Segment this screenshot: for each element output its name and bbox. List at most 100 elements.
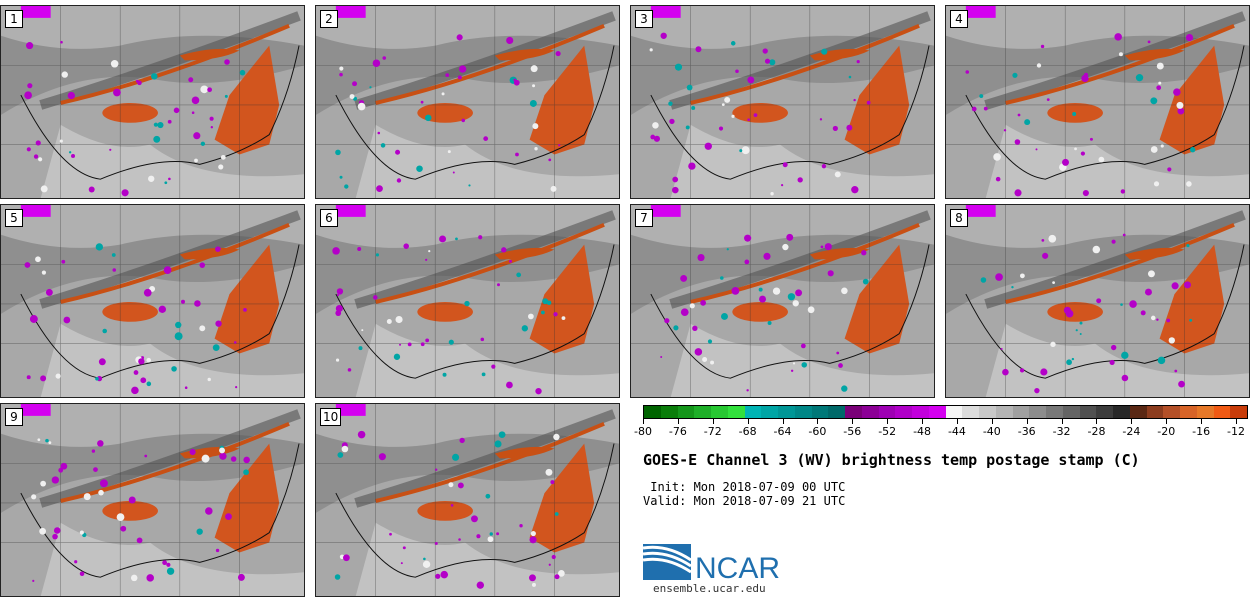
colorbar-segment bbox=[845, 406, 862, 418]
convection-blob bbox=[239, 69, 246, 76]
convection-blob bbox=[452, 171, 455, 174]
convection-blob bbox=[1114, 33, 1122, 41]
convection-blob bbox=[32, 579, 35, 582]
convection-blob bbox=[501, 247, 507, 253]
colorbar-segment bbox=[912, 406, 929, 418]
convection-blob bbox=[731, 287, 740, 295]
colorbar-segment bbox=[711, 406, 728, 418]
convection-blob bbox=[140, 377, 147, 384]
convection-blob bbox=[347, 368, 352, 372]
convection-blob bbox=[61, 71, 68, 78]
convection-blob bbox=[965, 70, 970, 74]
convection-blob bbox=[491, 364, 496, 369]
convection-blob bbox=[494, 440, 502, 448]
convection-blob bbox=[425, 258, 428, 261]
convection-blob bbox=[164, 181, 168, 185]
convection-blob bbox=[770, 192, 774, 196]
logo-url: ensemble.ucar.edu bbox=[653, 582, 766, 595]
convection-blob bbox=[40, 185, 48, 193]
convection-blob bbox=[1122, 233, 1126, 237]
convection-blob bbox=[730, 41, 736, 46]
convection-blob bbox=[548, 563, 551, 566]
convection-blob bbox=[1040, 44, 1045, 49]
convection-blob bbox=[1160, 144, 1164, 148]
convection-blob bbox=[60, 462, 68, 470]
convection-blob bbox=[767, 320, 772, 325]
colorbar-tick bbox=[1201, 419, 1203, 424]
convection-blob bbox=[219, 452, 227, 460]
convection-blob bbox=[1080, 151, 1085, 156]
convection-blob bbox=[697, 253, 705, 262]
convection-blob bbox=[339, 175, 343, 179]
convection-blob bbox=[1040, 368, 1048, 376]
convection-blob bbox=[534, 147, 538, 151]
convection-blob bbox=[39, 527, 47, 535]
convection-blob bbox=[218, 164, 224, 170]
convection-blob bbox=[735, 69, 739, 74]
colorbar-segment bbox=[878, 406, 896, 418]
logo-text: NCAR bbox=[695, 552, 780, 582]
convection-blob bbox=[550, 185, 557, 192]
colorbar-tick bbox=[1166, 419, 1168, 424]
colorbar-segment bbox=[744, 406, 762, 418]
panel-label: 4 bbox=[950, 10, 968, 28]
convection-blob bbox=[457, 482, 464, 489]
convection-blob bbox=[531, 582, 536, 587]
convection-blob bbox=[200, 141, 206, 146]
convection-blob bbox=[448, 339, 454, 345]
convection-blob bbox=[513, 79, 520, 86]
convection-blob bbox=[1184, 281, 1191, 289]
convection-blob bbox=[759, 295, 767, 303]
colorbar-segment bbox=[1180, 406, 1197, 418]
map-panel: 2 bbox=[315, 5, 620, 199]
convection-blob bbox=[191, 111, 195, 114]
colorbar-tick bbox=[852, 419, 854, 424]
convection-blob bbox=[442, 372, 447, 377]
convection-blob bbox=[554, 512, 559, 516]
convection-blob bbox=[447, 150, 451, 154]
colorbar-tick-label: -32 bbox=[1052, 425, 1071, 438]
colorbar-tick bbox=[956, 419, 958, 424]
convection-blob bbox=[1048, 234, 1057, 243]
convection-blob bbox=[219, 447, 226, 454]
convection-blob bbox=[718, 126, 724, 131]
convection-blob bbox=[191, 96, 200, 105]
convection-blob bbox=[680, 274, 688, 282]
convection-blob bbox=[395, 315, 403, 324]
convection-blob bbox=[772, 287, 781, 295]
convection-blob bbox=[498, 431, 506, 439]
convection-blob bbox=[532, 123, 539, 130]
convection-blob bbox=[120, 525, 127, 532]
convection-blob bbox=[762, 48, 768, 54]
convection-blob bbox=[753, 113, 758, 118]
convection-blob bbox=[458, 538, 461, 541]
convection-blob bbox=[758, 287, 763, 292]
convection-blob bbox=[649, 48, 653, 52]
convection-blob bbox=[1014, 139, 1021, 145]
convection-blob bbox=[194, 158, 198, 163]
convection-blob bbox=[1082, 189, 1089, 197]
convection-blob bbox=[497, 283, 500, 287]
panel-label: 1 bbox=[5, 10, 23, 28]
convection-blob bbox=[1017, 113, 1021, 117]
convection-blob bbox=[838, 363, 843, 368]
convection-blob bbox=[336, 288, 344, 295]
convection-blob bbox=[983, 106, 988, 111]
convection-blob bbox=[1153, 181, 1160, 187]
convection-blob bbox=[60, 40, 63, 44]
convection-blob bbox=[707, 339, 713, 344]
convection-blob bbox=[399, 343, 402, 346]
colorbar-segment bbox=[727, 406, 745, 418]
convection-blob bbox=[144, 454, 148, 458]
convection-blob bbox=[832, 125, 838, 131]
colorbar-tick-label: -80 bbox=[634, 425, 652, 438]
convection-blob bbox=[541, 310, 545, 315]
convection-blob bbox=[111, 253, 116, 257]
convection-blob bbox=[506, 36, 514, 45]
convection-blob bbox=[824, 243, 832, 251]
colorbar-segment bbox=[1079, 406, 1097, 418]
convection-blob bbox=[377, 131, 381, 135]
convection-blob bbox=[731, 114, 735, 118]
convection-blob bbox=[67, 91, 76, 100]
convection-blob bbox=[795, 289, 803, 297]
